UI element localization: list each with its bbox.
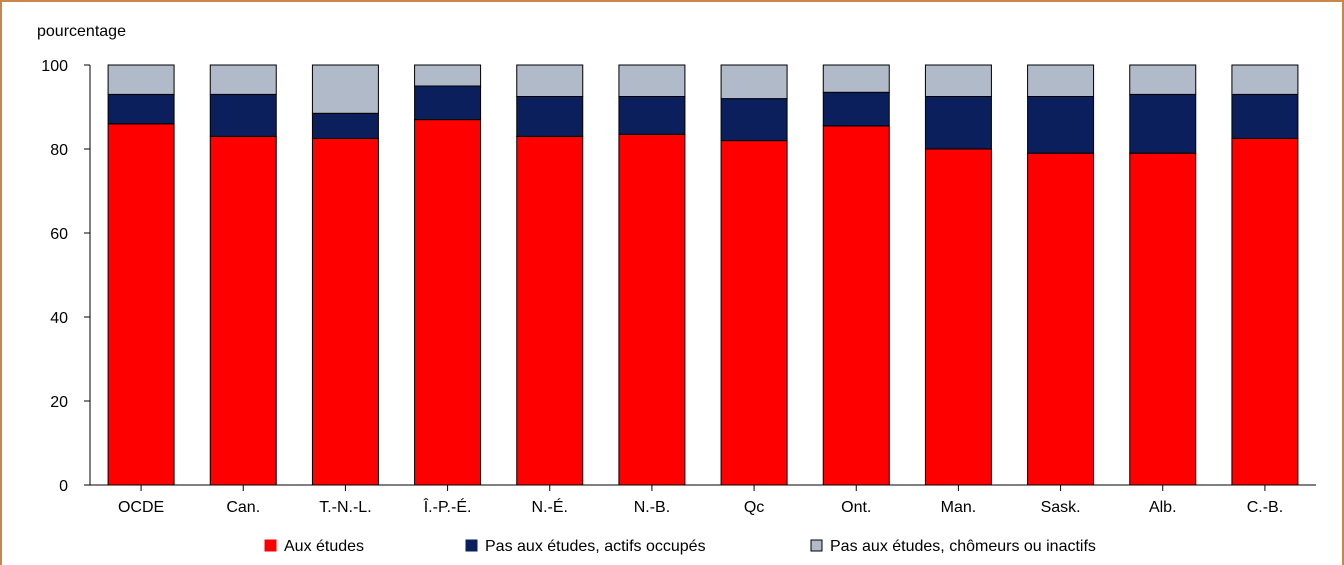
bar-segment <box>1129 93 1197 154</box>
bar-segment <box>311 138 379 486</box>
bar-segment <box>822 125 890 486</box>
legend-swatch <box>465 539 478 552</box>
legend-item: Pas aux études, actifs occupés <box>465 538 706 555</box>
bar-segment <box>1027 152 1095 486</box>
bar-segment <box>924 64 992 97</box>
x-tick-label: OCDE <box>118 499 164 516</box>
bar-segment <box>414 85 482 121</box>
y-tick-label: 80 <box>50 142 68 159</box>
bar-segment <box>107 64 175 95</box>
bar-segment <box>107 93 175 125</box>
bar-segment <box>822 64 890 93</box>
y-tick-label: 100 <box>41 58 68 75</box>
x-tick-label: Man. <box>941 499 977 516</box>
legend: Aux études Pas aux études, actifs occupés… <box>264 538 1096 555</box>
bar-segment <box>720 98 788 142</box>
bar-segment <box>1231 138 1299 486</box>
bar-segment <box>822 91 890 127</box>
y-tick-label: 20 <box>50 394 68 411</box>
x-tick-label: N.-É. <box>532 497 568 516</box>
y-tick-label: 40 <box>50 310 68 327</box>
bar-segment <box>618 133 686 486</box>
bar-segment <box>924 96 992 150</box>
bar-segment <box>1027 96 1095 154</box>
bar-segment <box>720 64 788 100</box>
legend-swatch <box>264 539 277 552</box>
bar-segment <box>414 64 482 87</box>
bar-segment <box>1129 152 1197 486</box>
x-tick-label: Î.-P.-É. <box>423 497 472 516</box>
x-axis: OCDE Can. T.-N.-L. Î.-P.-É. N.-É. N.-B. Qc Ont.… <box>90 484 1316 516</box>
bar-segment <box>414 119 482 486</box>
bar-segment <box>209 135 277 486</box>
bar-segment <box>1129 64 1197 95</box>
bar-segment <box>107 123 175 486</box>
bar-segment <box>516 96 584 137</box>
bar-segment <box>1231 64 1299 95</box>
bar-segment <box>618 64 686 97</box>
legend-label: Pas aux études, actifs occupés <box>485 538 706 555</box>
bars-group <box>107 64 1299 486</box>
legend-label: Pas aux études, chômeurs ou inactifs <box>830 538 1096 555</box>
y-axis-title: pourcentage <box>37 23 126 40</box>
bar-segment <box>209 93 277 137</box>
x-tick-label: C.-B. <box>1247 499 1283 516</box>
y-tick-label: 60 <box>50 226 68 243</box>
x-tick-label: Can. <box>226 499 260 516</box>
bar-segment <box>924 148 992 486</box>
bar-segment <box>311 64 379 114</box>
y-axis: 0 20 40 60 80 100 <box>41 58 91 495</box>
x-tick-label: Qc <box>744 499 764 516</box>
x-tick-label: Alb. <box>1149 499 1177 516</box>
bar-segment <box>618 96 686 135</box>
bar-segment <box>516 135 584 486</box>
bar-segment <box>720 140 788 486</box>
x-tick-label: Sask. <box>1041 499 1081 516</box>
x-tick-label: T.-N.-L. <box>319 499 371 516</box>
legend-swatch <box>810 539 823 552</box>
bar-segment <box>311 112 379 140</box>
bar-segment <box>1231 93 1299 139</box>
y-tick-label: 0 <box>59 478 68 495</box>
bar-segment <box>516 64 584 97</box>
bar-segment <box>209 64 277 95</box>
legend-item: Aux études <box>264 538 364 555</box>
x-tick-label: N.-B. <box>634 499 670 516</box>
legend-label: Aux études <box>284 538 364 555</box>
x-tick-label: Ont. <box>841 499 871 516</box>
bar-segment <box>1027 64 1095 97</box>
legend-item: Pas aux études, chômeurs ou inactifs <box>810 538 1096 555</box>
